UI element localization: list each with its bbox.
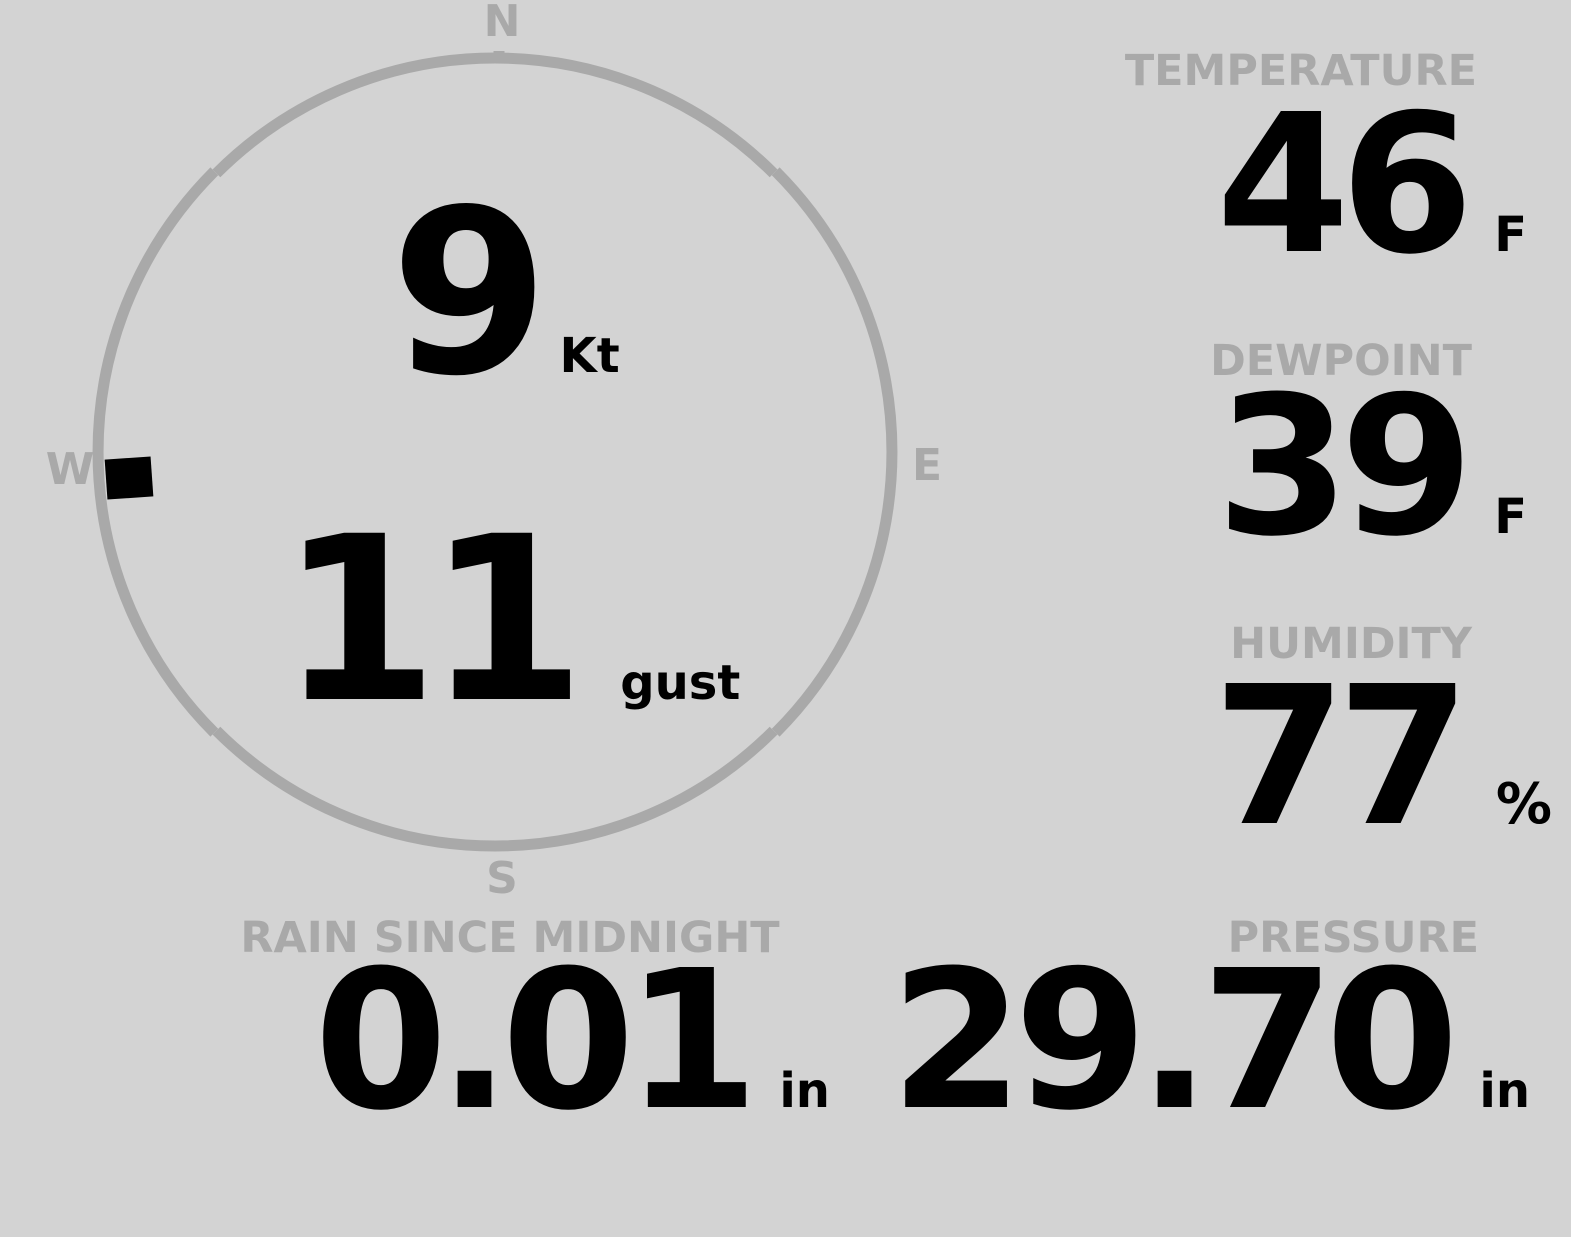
humidity-label: HUMIDITY <box>1230 619 1472 669</box>
dewpoint-unit: F <box>1494 489 1527 545</box>
compass-ring-arc-west <box>92 167 219 737</box>
dewpoint-value: 39 <box>1216 356 1474 579</box>
pressure-label: PRESSURE <box>1227 913 1479 963</box>
wind-direction-marker <box>104 456 154 500</box>
rain-since-midnight-label: RAIN SINCE MIDNIGHT <box>240 913 780 963</box>
pressure-value: 29.70 <box>890 930 1459 1153</box>
compass-ring-arc-north <box>212 52 778 178</box>
dewpoint-label: DEWPOINT <box>1210 336 1472 386</box>
temperature-unit: F <box>1494 207 1527 263</box>
rain-since-midnight-readout: 0.01 in <box>314 946 830 1138</box>
temperature-readout: 46 F <box>1216 90 1527 282</box>
pressure-unit: in <box>1479 1063 1530 1119</box>
cardinal-label-north: N <box>483 0 521 47</box>
humidity-value: 77 <box>1212 646 1471 869</box>
wind-speed-readout: 9 Kt <box>390 179 619 407</box>
compass-north-tick <box>493 51 505 63</box>
rain-since-midnight-unit: in <box>779 1063 830 1119</box>
temperature-value: 46 <box>1216 74 1474 297</box>
wind-speed-value: 9 <box>390 160 549 426</box>
compass-ring <box>92 51 898 852</box>
humidity-unit: % <box>1495 772 1552 837</box>
cardinal-label-west: W <box>45 444 95 495</box>
dewpoint-readout: 39 F <box>1216 372 1527 564</box>
compass-ring-arc-south <box>212 726 778 852</box>
wind-compass-gauge: N E S W 9 Kt 11 gust <box>0 0 1000 950</box>
wind-speed-unit: Kt <box>559 328 620 384</box>
wind-gust-unit: gust <box>620 655 741 711</box>
pressure-readout: 29.70 in <box>890 946 1530 1138</box>
humidity-readout: 77 % <box>1213 662 1552 854</box>
cardinal-label-south: S <box>486 853 518 904</box>
cardinal-label-east: E <box>911 440 943 491</box>
wind-gust-readout: 11 gust <box>280 506 741 734</box>
temperature-label: TEMPERATURE <box>1124 46 1477 96</box>
wind-gust-value: 11 <box>279 487 586 753</box>
compass-ring-arc-east <box>771 167 898 737</box>
rain-since-midnight-value: 0.01 <box>314 930 759 1153</box>
